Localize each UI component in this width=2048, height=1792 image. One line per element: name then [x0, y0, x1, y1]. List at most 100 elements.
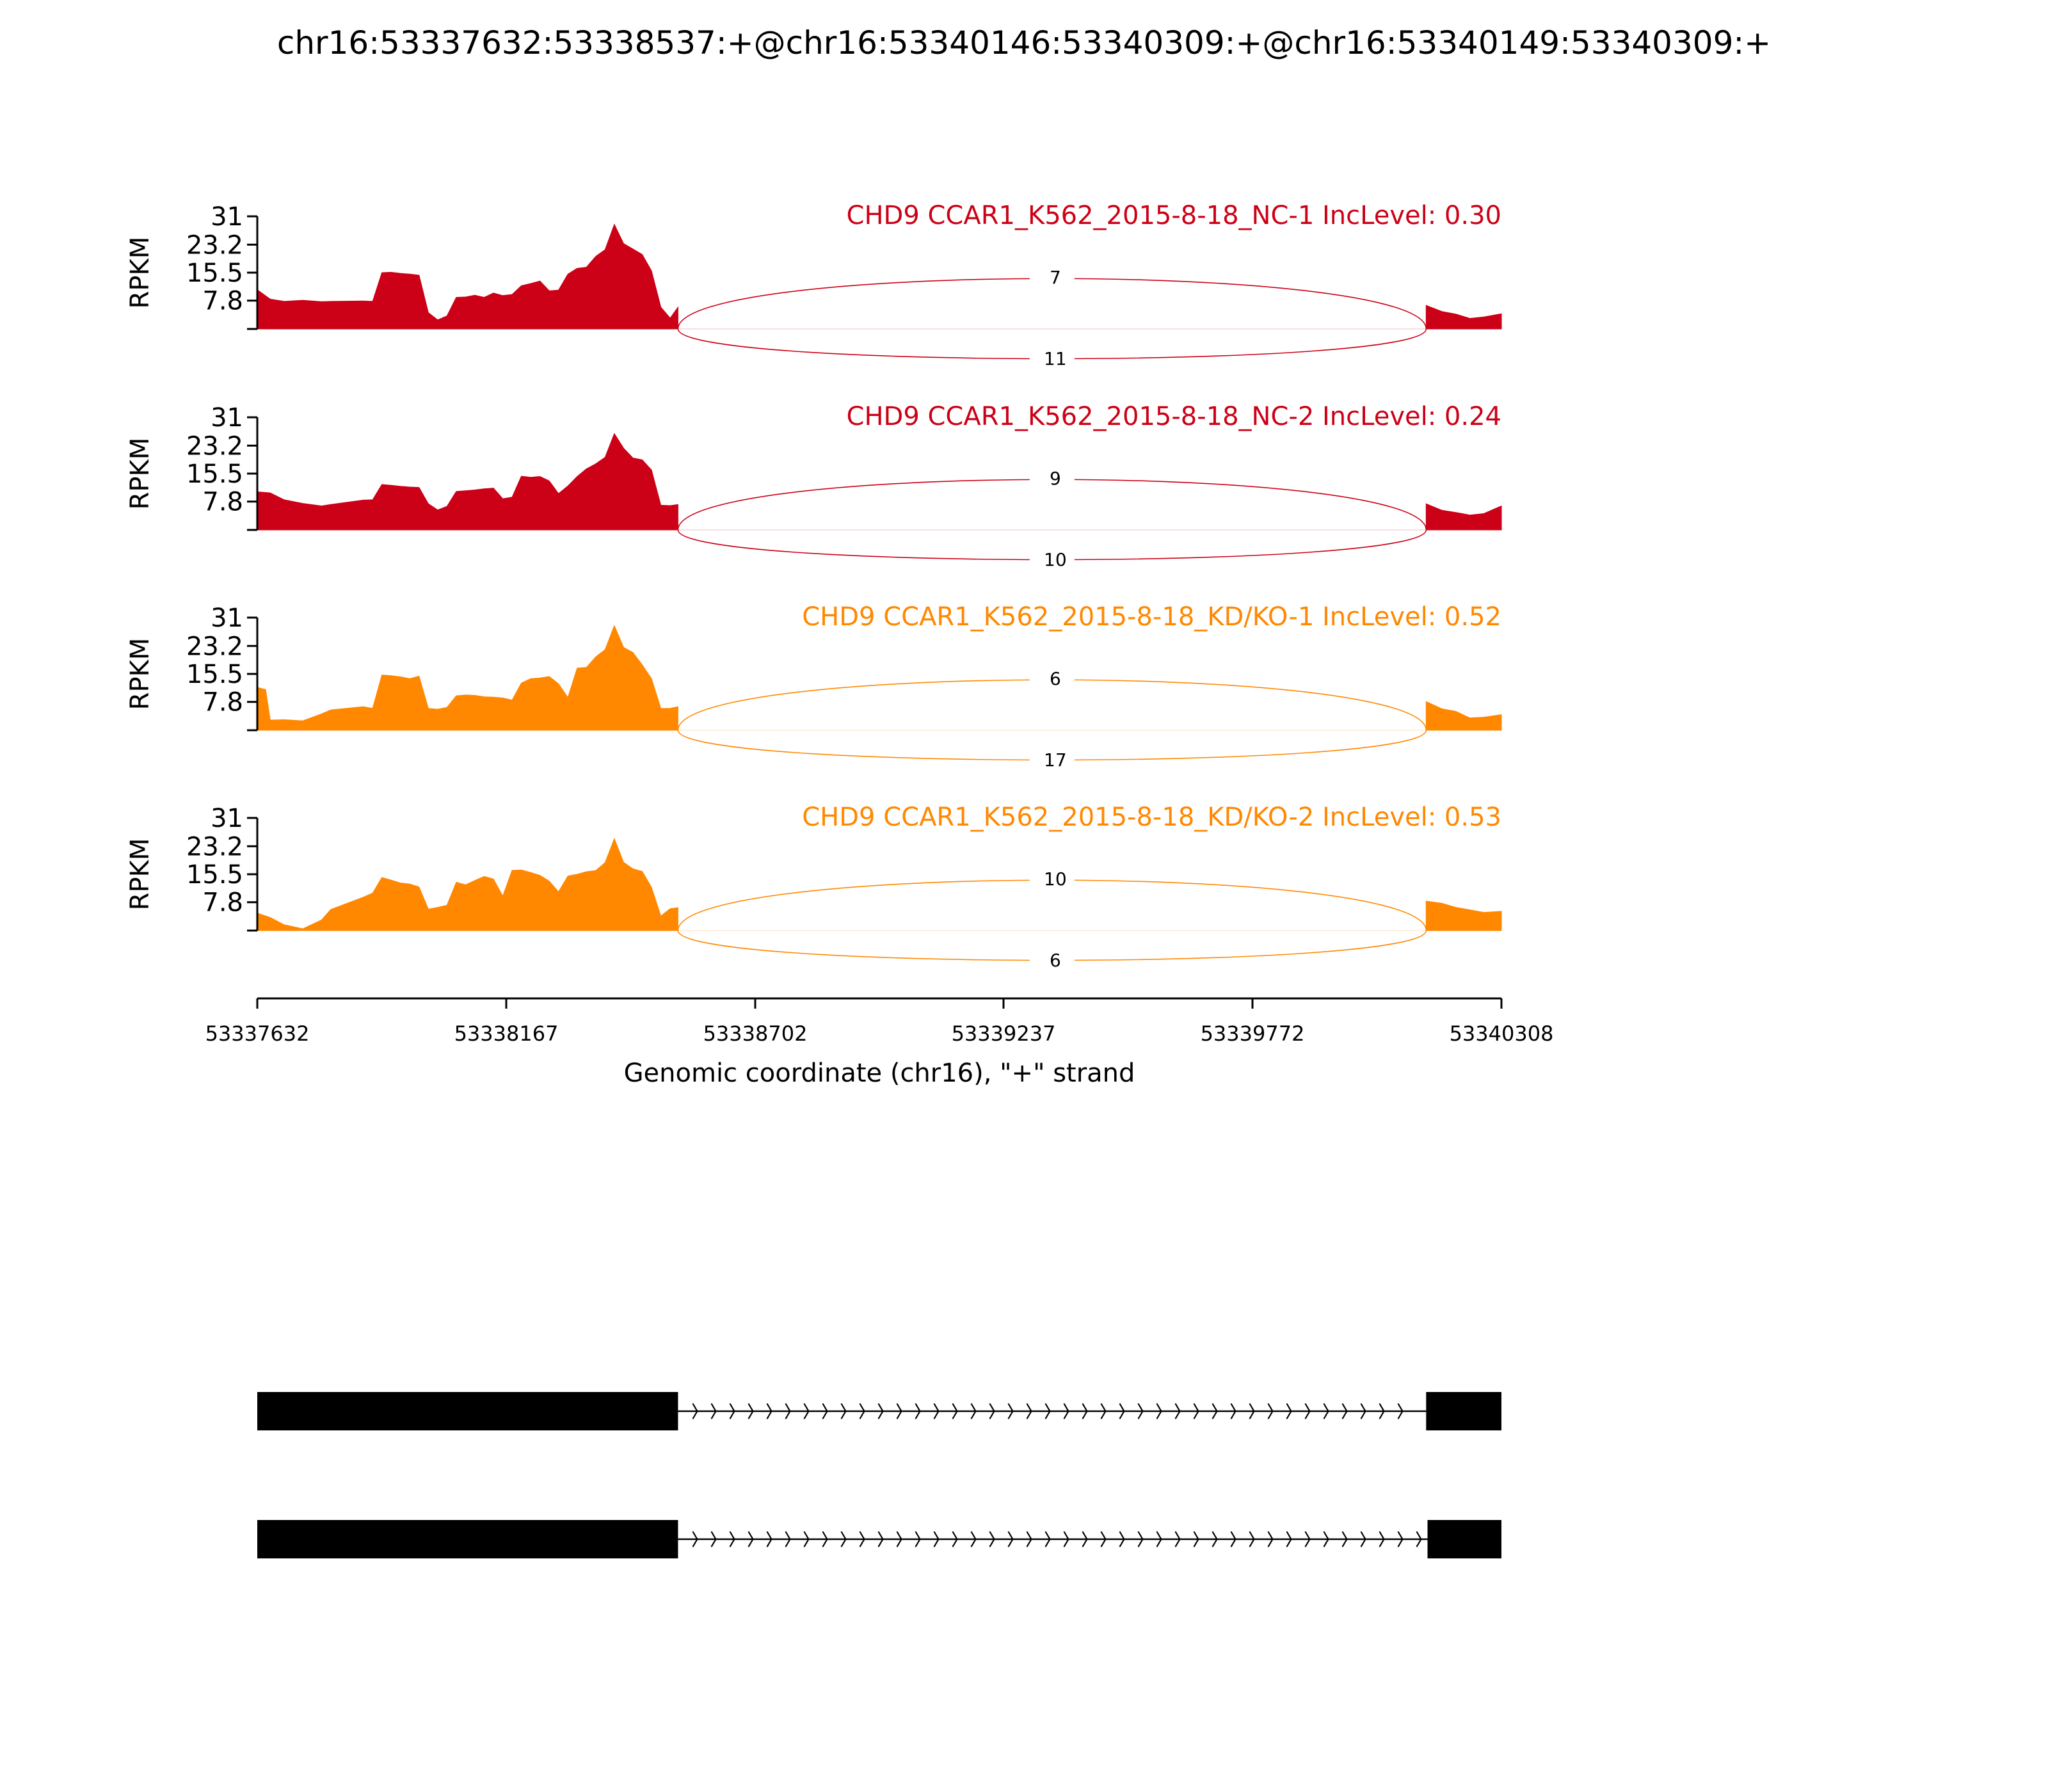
strand-arrow — [970, 1531, 977, 1548]
strand-arrow — [1304, 1403, 1311, 1420]
strand-arrow — [710, 1531, 717, 1548]
strand-arrow — [785, 1403, 791, 1420]
junction-count-upper: 10 — [1044, 868, 1067, 890]
strand-arrow — [1360, 1403, 1366, 1420]
junction-label-bg — [1029, 669, 1075, 688]
strand-arrow — [1230, 1531, 1236, 1548]
exon-block — [257, 1520, 678, 1558]
x-tick-label: 53338702 — [703, 1021, 808, 1046]
strand-arrow — [1267, 1531, 1274, 1548]
strand-arrow — [859, 1531, 865, 1548]
coverage-area — [257, 223, 1502, 330]
y-axis-label: RPKM — [125, 438, 155, 510]
strand-arrow — [859, 1403, 865, 1420]
strand-arrow — [1174, 1531, 1181, 1548]
strand-arrow — [896, 1403, 902, 1420]
y-tick-label: 23.2 — [186, 431, 243, 461]
strand-arrow — [1026, 1531, 1032, 1548]
strand-arrow — [1360, 1531, 1366, 1548]
junction-count-upper: 9 — [1050, 468, 1061, 489]
coverage-area — [257, 433, 1502, 531]
y-tick-label: 15.5 — [186, 259, 243, 288]
strand-arrow — [1100, 1403, 1107, 1420]
strand-arrow — [1286, 1403, 1292, 1420]
chart-title: chr16:53337632:53338537:+@chr16:53340146… — [276, 24, 1772, 61]
strand-arrow — [1267, 1403, 1274, 1420]
transcript-1 — [257, 1392, 1501, 1430]
exon-block — [1427, 1520, 1501, 1558]
junction-count-upper: 7 — [1050, 267, 1061, 288]
strand-arrow — [1026, 1403, 1032, 1420]
strand-arrow — [1007, 1403, 1014, 1420]
junction-label-bg — [1029, 268, 1075, 287]
strand-arrow — [1044, 1403, 1051, 1420]
junction-count-lower: 6 — [1050, 950, 1061, 971]
strand-arrow — [1156, 1531, 1162, 1548]
x-tick-label: 53339772 — [1201, 1021, 1305, 1046]
exon-block — [1426, 1392, 1501, 1430]
junction-count-lower: 11 — [1044, 348, 1067, 369]
y-tick-label: 15.5 — [186, 860, 243, 890]
strand-arrow — [710, 1403, 717, 1420]
y-tick-label: 23.2 — [186, 632, 243, 661]
strand-arrow — [1119, 1403, 1125, 1420]
strand-arrow — [1119, 1531, 1125, 1548]
strand-arrow — [1249, 1531, 1255, 1548]
y-tick-label: 7.8 — [202, 888, 243, 918]
strand-arrow — [840, 1531, 847, 1548]
strand-arrow — [766, 1403, 772, 1420]
strand-arrow — [1416, 1531, 1422, 1548]
strand-arrow — [877, 1403, 884, 1420]
x-tick-label: 53337632 — [205, 1021, 310, 1046]
y-tick-label: 15.5 — [186, 660, 243, 689]
exon-block — [257, 1392, 678, 1430]
strand-arrow — [1137, 1531, 1144, 1548]
panel-label: CHD9 CCAR1_K562_2015-8-18_KD/KO-1 IncLev… — [802, 602, 1501, 632]
y-tick-label: 7.8 — [202, 688, 243, 717]
strand-arrow — [915, 1531, 921, 1548]
panel-label: CHD9 CCAR1_K562_2015-8-18_NC-2 IncLevel:… — [847, 402, 1501, 431]
strand-arrow — [766, 1531, 772, 1548]
strand-arrow — [1174, 1403, 1181, 1420]
strand-arrow — [970, 1403, 977, 1420]
y-tick-label: 31 — [211, 403, 243, 433]
strand-arrow — [1379, 1403, 1385, 1420]
junction-count-upper: 6 — [1050, 668, 1061, 689]
strand-arrow — [1193, 1403, 1199, 1420]
y-axis-label: RPKM — [125, 237, 155, 309]
y-tick-label: 31 — [211, 202, 243, 232]
strand-arrow — [1156, 1403, 1162, 1420]
strand-arrow — [1323, 1403, 1329, 1420]
strand-arrow — [1230, 1403, 1236, 1420]
x-tick-label: 53340308 — [1450, 1021, 1554, 1046]
strand-arrow — [1082, 1403, 1088, 1420]
strand-arrow — [915, 1403, 921, 1420]
strand-arrow — [1212, 1403, 1218, 1420]
strand-arrow — [952, 1403, 958, 1420]
junction-label-bg — [1029, 869, 1075, 888]
coverage-area — [257, 625, 1502, 731]
strand-arrow — [785, 1531, 791, 1548]
strand-arrow — [1323, 1531, 1329, 1548]
panel-label: CHD9 CCAR1_K562_2015-8-18_KD/KO-2 IncLev… — [802, 803, 1501, 832]
y-tick-label: 7.8 — [202, 488, 243, 517]
strand-arrow — [1044, 1531, 1051, 1548]
strand-arrow — [1063, 1403, 1069, 1420]
x-tick-label: 53338167 — [454, 1021, 559, 1046]
strand-arrow — [729, 1531, 735, 1548]
strand-arrow — [989, 1531, 995, 1548]
x-tick-label: 53339237 — [952, 1021, 1056, 1046]
strand-arrow — [1341, 1531, 1348, 1548]
y-tick-label: 7.8 — [202, 287, 243, 316]
strand-arrow — [1100, 1531, 1107, 1548]
junction-label-bg — [1029, 749, 1075, 770]
strand-arrow — [692, 1403, 698, 1420]
y-axis-label: RPKM — [125, 838, 155, 911]
strand-arrow — [1397, 1403, 1404, 1420]
strand-arrow — [933, 1403, 940, 1420]
